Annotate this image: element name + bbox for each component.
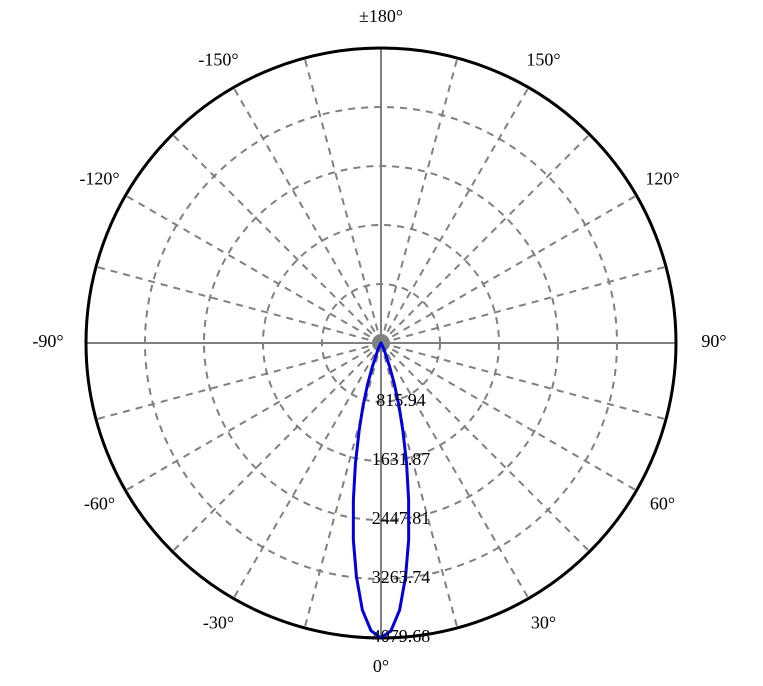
angle-label: 30°: [531, 613, 556, 633]
radial-label: 815.94: [376, 390, 426, 410]
angle-label: -150°: [198, 50, 238, 70]
angle-label: 60°: [650, 494, 675, 514]
angle-label: 90°: [701, 331, 726, 351]
radial-label: 1631.87: [372, 449, 431, 469]
angle-label: 150°: [526, 50, 560, 70]
radial-label: 4079.68: [372, 626, 431, 646]
radial-label: 3263.74: [372, 567, 431, 587]
angle-label: -30°: [203, 613, 234, 633]
angle-label: 120°: [645, 169, 679, 189]
angle-label: 0°: [373, 656, 389, 676]
radial-label: 2447.81: [372, 508, 431, 528]
angle-label: -120°: [79, 169, 119, 189]
polar-chart: 815.94 1631.87 2447.81 3263.74 4079.68 0° 30° 6…: [0, 0, 763, 686]
angle-label: -90°: [32, 331, 63, 351]
angle-label: -60°: [84, 494, 115, 514]
angle-label: ±180°: [359, 6, 403, 26]
